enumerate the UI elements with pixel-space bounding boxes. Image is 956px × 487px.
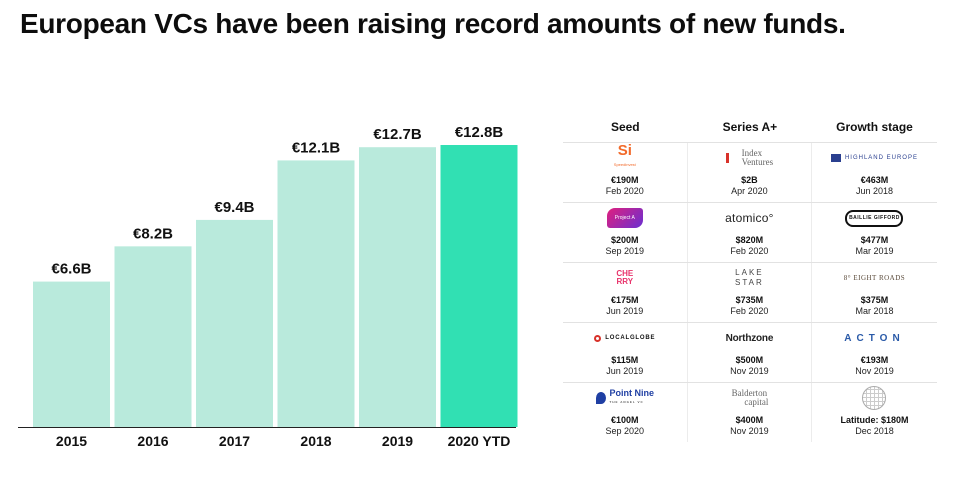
table-row: LOCALGLOBE $115M Jun 2019 Northzone $500… xyxy=(563,323,937,383)
localglobe-icon: LOCALGLOBE xyxy=(594,325,655,351)
fund-amount: $375M xyxy=(860,295,889,305)
point-nine-icon: Point Nine THE ANGEL VC xyxy=(595,385,654,411)
fund-amount: $500M xyxy=(735,355,764,365)
fund-amount: $477M xyxy=(860,235,889,245)
x-tick-label: 2019 xyxy=(382,433,413,449)
bar-2017 xyxy=(196,219,273,427)
fund-cell: ACTON €193M Nov 2019 xyxy=(812,323,937,382)
fund-date: Jun 2019 xyxy=(606,306,644,316)
fund-cell: Latitude: $180M Dec 2018 xyxy=(812,383,937,442)
si-icon: Si Speedinvest xyxy=(613,142,636,167)
bar-2015 xyxy=(33,281,110,427)
bar-2018 xyxy=(277,160,355,427)
fund-date: Nov 2019 xyxy=(730,426,769,436)
cherry-icon: CHERRY xyxy=(616,269,634,286)
fund-date: Sep 2020 xyxy=(605,426,645,436)
fund-date: Mar 2019 xyxy=(855,246,894,256)
fund-cell: atomico° $820M Feb 2020 xyxy=(688,203,813,262)
fund-amount: €190M xyxy=(611,175,639,185)
fund-date: Nov 2019 xyxy=(730,366,769,376)
baillie-gifford-icon: BAILLIE GIFFORD xyxy=(845,205,904,231)
table-row: CHERRY €175M Jun 2019 LAKE STAR $735M Feb… xyxy=(563,263,937,323)
fund-date: Apr 2020 xyxy=(731,186,768,196)
bar-2019 xyxy=(359,147,436,427)
funds-table: Seed Series A+ Growth stage Si Speedinves… xyxy=(563,112,937,442)
bar-value-label: €12.8B xyxy=(455,124,504,141)
bar-2020-ytd xyxy=(440,145,518,427)
x-tick-label: 2015 xyxy=(56,433,87,449)
x-tick-label: 2018 xyxy=(300,433,331,449)
bar-value-label: €9.4B xyxy=(214,199,254,216)
fund-date: Jun 2019 xyxy=(606,366,644,376)
fund-amount: €193M xyxy=(860,355,889,365)
highland-europe-icon: HIGHLAND EUROPE xyxy=(830,145,918,171)
project-a-icon: Project A xyxy=(606,205,643,231)
lake-star-icon: LAKE STAR xyxy=(735,268,764,287)
latitude-icon xyxy=(862,385,887,411)
fund-date: Feb 2020 xyxy=(605,186,644,196)
bar-value-label: €12.7B xyxy=(373,126,422,143)
fund-cell: 8° EIGHT ROADS $375M Mar 2018 xyxy=(812,263,937,322)
fund-amount: $115M xyxy=(611,355,639,365)
bar-chart: €6.6B 2015 €8.2B 2016 €9.4B 2017 €12.1B 2018 €12… xyxy=(18,124,518,449)
bar-value-label: €6.6B xyxy=(51,261,91,278)
atomico-icon: atomico° xyxy=(725,211,774,225)
fund-date: Dec 2018 xyxy=(855,426,894,436)
index-ventures-icon: Index Ventures xyxy=(725,145,773,171)
eight-roads-icon: 8° EIGHT ROADS xyxy=(843,274,906,282)
fund-amount: $820M xyxy=(735,235,764,245)
x-tick-label: 2020 YTD xyxy=(448,433,511,449)
northzone-icon: Northzone xyxy=(725,332,774,344)
fund-cell: Point Nine THE ANGEL VC €100M Sep 2020 xyxy=(563,383,688,442)
fund-cell: HIGHLAND EUROPE €463M Jun 2018 xyxy=(812,143,937,202)
fund-cell: Si Speedinvest €190M Feb 2020 xyxy=(563,143,688,202)
fund-cell: BAILLIE GIFFORD $477M Mar 2019 xyxy=(812,203,937,262)
page-title: European VCs have been raising record am… xyxy=(20,8,846,39)
balderton-capital-icon: Balderton capital xyxy=(731,388,769,407)
fund-date: Nov 2019 xyxy=(855,366,894,376)
column-header-seed: Seed xyxy=(610,120,640,134)
fund-amount: $735M xyxy=(735,295,764,305)
fund-amount: €100M xyxy=(611,415,639,425)
fund-date: Sep 2019 xyxy=(605,246,645,256)
x-tick-label: 2016 xyxy=(137,433,168,449)
table-row: Point Nine THE ANGEL VC €100M Sep 2020 Ba… xyxy=(563,383,937,442)
fund-date: Feb 2020 xyxy=(730,246,769,256)
fund-amount: $2B xyxy=(741,175,758,185)
x-tick-label: 2017 xyxy=(219,433,250,449)
bar-value-label: €8.2B xyxy=(133,225,173,242)
fund-date: Feb 2020 xyxy=(730,306,769,316)
fund-cell: Northzone $500M Nov 2019 xyxy=(688,323,813,382)
bar-value-label: €12.1B xyxy=(292,139,341,156)
fund-cell: Index Ventures $2B Apr 2020 xyxy=(688,143,813,202)
table-header-row: Seed Series A+ Growth stage xyxy=(563,112,937,143)
table-row: Project A $200M Sep 2019 atomico° $820M … xyxy=(563,203,937,263)
fund-cell: Project A $200M Sep 2019 xyxy=(563,203,688,262)
fund-date: Mar 2018 xyxy=(855,306,894,316)
acton-icon: ACTON xyxy=(844,332,905,344)
fund-date: Jun 2018 xyxy=(855,186,893,196)
table-row: Si Speedinvest €190M Feb 2020 Index Ventur… xyxy=(563,143,937,203)
fund-amount: €463M xyxy=(860,175,889,185)
column-header-growth-stage: Growth stage xyxy=(836,120,913,134)
fund-amount: $200M xyxy=(611,235,639,245)
fund-cell: Balderton capital $400M Nov 2019 xyxy=(688,383,813,442)
fund-amount: Latitude: $180M xyxy=(840,415,909,425)
bar-2016 xyxy=(114,246,192,427)
fund-cell: LOCALGLOBE $115M Jun 2019 xyxy=(563,323,688,382)
fund-cell: CHERRY €175M Jun 2019 xyxy=(563,263,688,322)
fund-amount: $400M xyxy=(735,415,764,425)
fund-cell: LAKE STAR $735M Feb 2020 xyxy=(688,263,813,322)
fund-amount: €175M xyxy=(611,295,639,305)
column-header-series-a: Series A+ xyxy=(722,120,778,134)
